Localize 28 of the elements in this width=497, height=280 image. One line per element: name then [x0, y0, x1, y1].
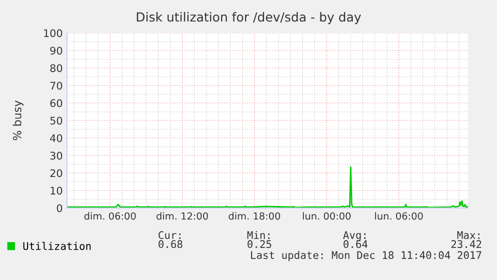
y-tick-label: 20	[50, 169, 62, 178]
x-tick-label: dim. 06:00	[84, 212, 136, 220]
text: Last update: Mon Dec 18 11:40:04 2017	[251, 250, 482, 262]
chart-title: Disk utilization for /dev/sda - by day	[136, 12, 361, 24]
y-tick-label: 50	[50, 116, 62, 125]
y-tick-label: 70	[50, 82, 62, 90]
text: 0.64	[344, 240, 368, 248]
y-tick-label: 80	[50, 64, 62, 72]
y-tick-label: 60	[50, 99, 62, 108]
text: Max:	[457, 231, 480, 240]
text: Min:	[247, 230, 270, 239]
y-tick-label: 100	[44, 29, 62, 38]
text: Avg:	[343, 231, 366, 242]
text: 0.68	[158, 240, 182, 248]
y-tick-label: 40	[50, 134, 62, 142]
text: Cur:	[158, 231, 180, 240]
y-tick-label: 0	[56, 204, 62, 212]
y-axis-title: % busy	[12, 100, 24, 140]
text: 23.42	[451, 240, 482, 248]
x-tick-label: lun. 00:00	[302, 212, 351, 220]
y-tick-label: 10	[50, 186, 62, 195]
x-tick-label: dim. 12:00	[156, 212, 208, 220]
y-tick-label: 30	[50, 152, 62, 160]
text: 0.25	[248, 240, 272, 248]
legend-label: Utilization	[23, 242, 91, 250]
y-tick-label: 90	[50, 46, 62, 55]
x-tick-label: dim. 18:00	[228, 212, 280, 220]
x-tick-label: lun. 06:00	[375, 212, 423, 220]
